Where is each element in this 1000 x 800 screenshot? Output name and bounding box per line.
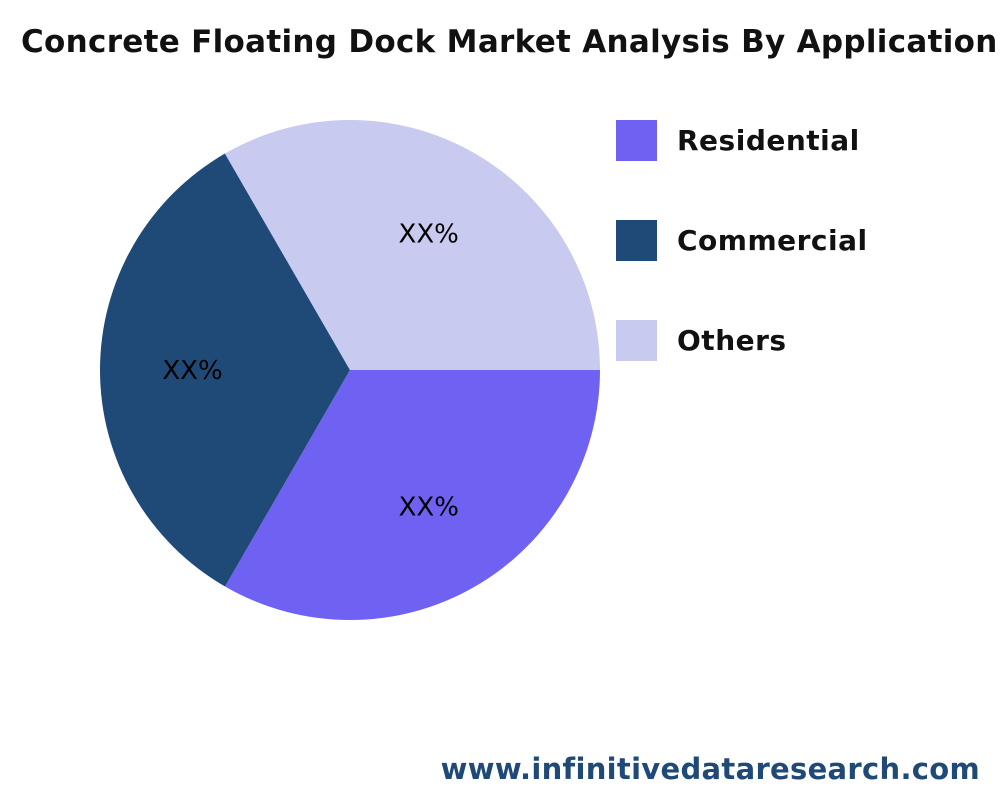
legend-label: Residential: [677, 123, 860, 157]
legend-item-residential: Residential: [616, 119, 860, 161]
data-label: XX%: [162, 356, 222, 386]
legend-label: Others: [677, 323, 787, 357]
pie-slice-residential: [225, 370, 600, 621]
legend-item-commercial: Commercial: [616, 219, 868, 261]
pie-slice-commercial: [100, 153, 350, 587]
legend-swatch: [616, 319, 657, 361]
chart-title: Concrete Floating Dock Market Analysis B…: [21, 24, 998, 60]
legend-label: Commercial: [677, 223, 868, 257]
data-label: XX%: [399, 220, 459, 250]
legend-item-others: Others: [616, 319, 787, 361]
watermark: www.infinitivedataresearch.com: [440, 752, 980, 786]
legend-swatch: [616, 119, 657, 161]
data-label: XX%: [399, 492, 459, 522]
legend-swatch: [616, 219, 657, 261]
pie-slice-others: [224, 119, 601, 371]
